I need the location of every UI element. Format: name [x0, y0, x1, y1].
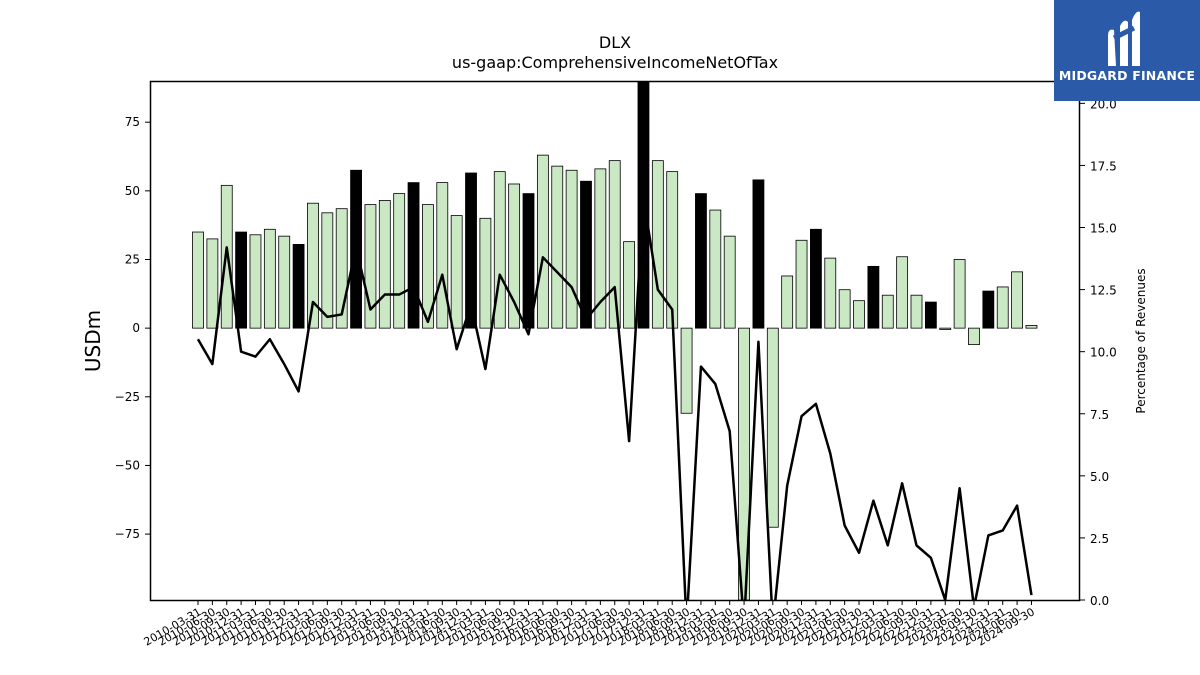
bar-2010-03-31: [192, 231, 204, 329]
bar-2023-09-30: [968, 327, 980, 346]
bar-2023-12-31: [982, 290, 995, 329]
plot-area: −75 −50 −25 0 25 50 75 0.0 2.5 5.0 7.5 10.0 12.5 15.0…: [115, 81, 1117, 649]
chart-subtitle: us-gaap:ComprehensiveIncomeNetOfTax: [452, 53, 778, 72]
bar-2017-09-30: [623, 241, 635, 329]
bar-2022-06-30: [896, 256, 909, 329]
y-tick-label-left: 0: [132, 321, 140, 335]
bar-2016-03-31: [536, 154, 549, 329]
bar-2021-03-31: [824, 257, 837, 329]
bar-2021-06-30: [838, 289, 851, 329]
y-tick-label-right: 12.5: [1090, 284, 1117, 298]
y-tick-label-right: 0.0: [1090, 594, 1109, 608]
y-tick-label-right: 2.5: [1090, 532, 1109, 546]
y-tick-label-right: 5.0: [1090, 470, 1109, 484]
midgard-finance-logo: MIDGARD FINANCE: [1054, 0, 1200, 101]
y-tick-label-left: 25: [125, 252, 140, 266]
y-tick-label-left: 50: [125, 184, 140, 198]
bar-2016-12-31: [580, 180, 592, 329]
bar-2024-03-31: [996, 286, 1009, 329]
bar-2020-06-30: [781, 275, 794, 329]
bar-2011-03-31: [249, 234, 262, 329]
bar-2011-06-30: [263, 228, 276, 329]
bar-2013-03-31: [364, 204, 377, 329]
bar-2023-06-30: [953, 259, 966, 329]
bar-2017-06-30: [608, 160, 621, 329]
bar-2020-12-31: [810, 228, 822, 329]
bar-2023-03-31: [939, 327, 952, 330]
y-tick-label-left: −50: [115, 458, 140, 472]
bar-2012-03-31: [307, 202, 319, 329]
bar-2024-06-30: [1011, 271, 1023, 329]
midgard-logo-icon: [1108, 11, 1140, 67]
y-axis-label-right: Percentage of Revenues: [1134, 268, 1148, 413]
bar-2010-06-30: [206, 238, 219, 329]
bar-2012-06-30: [321, 212, 334, 329]
bar-2022-12-31: [924, 301, 937, 329]
bar-2014-09-30: [450, 215, 463, 329]
bar-2014-06-30: [436, 182, 449, 329]
bar-2016-06-30: [551, 165, 564, 329]
bar-2021-09-30: [853, 300, 865, 329]
bar-2019-12-31: [752, 179, 765, 329]
logo-text: MIDGARD FINANCE: [1058, 68, 1196, 83]
bar-2011-12-31: [292, 243, 305, 329]
bar-2012-09-30: [335, 208, 348, 329]
bar-2022-03-31: [881, 294, 894, 329]
bar-2018-09-30: [680, 327, 693, 414]
y-tick-label-left: 75: [125, 115, 140, 129]
bar-2013-09-30: [393, 193, 406, 329]
bar-2017-03-31: [594, 168, 607, 329]
plot-frame: [149, 80, 1081, 602]
bar-2019-06-30: [723, 235, 736, 329]
bar-2014-12-31: [465, 172, 477, 329]
bar-2021-12-31: [867, 265, 880, 329]
bar-2018-03-31: [651, 160, 664, 329]
bar-2011-09-30: [278, 235, 291, 329]
y-tick-label-left: −25: [115, 390, 140, 404]
bar-2020-09-30: [795, 239, 808, 329]
y-axis-label-left: USDm: [81, 310, 105, 372]
chart-title: DLX: [599, 33, 631, 52]
bar-2019-09-30: [738, 327, 750, 600]
bar-2016-09-30: [565, 169, 578, 329]
bar-2022-09-30: [910, 294, 923, 329]
y-tick-label-right: 17.5: [1090, 159, 1117, 173]
bar-2020-03-31: [766, 327, 779, 528]
bar-2014-03-31: [422, 204, 434, 329]
bar-2018-12-31: [695, 193, 707, 329]
bar-2015-03-31: [479, 217, 492, 329]
y-tick-label-right: 7.5: [1090, 408, 1109, 422]
bar-2013-06-30: [378, 200, 391, 329]
bar-2015-06-30: [493, 171, 506, 329]
bar-2010-12-31: [235, 231, 248, 329]
y-tick-label-right: 10.0: [1090, 346, 1117, 360]
bar-2013-12-31: [407, 182, 420, 329]
y-tick-label-right: 15.0: [1090, 222, 1117, 236]
bar-2019-03-31: [709, 209, 722, 329]
bar-2015-09-30: [508, 183, 521, 329]
y-tick-label-left: −75: [115, 527, 140, 541]
percentage-line: [196, 196, 1033, 600]
bar-2024-09-30: [1025, 324, 1038, 329]
